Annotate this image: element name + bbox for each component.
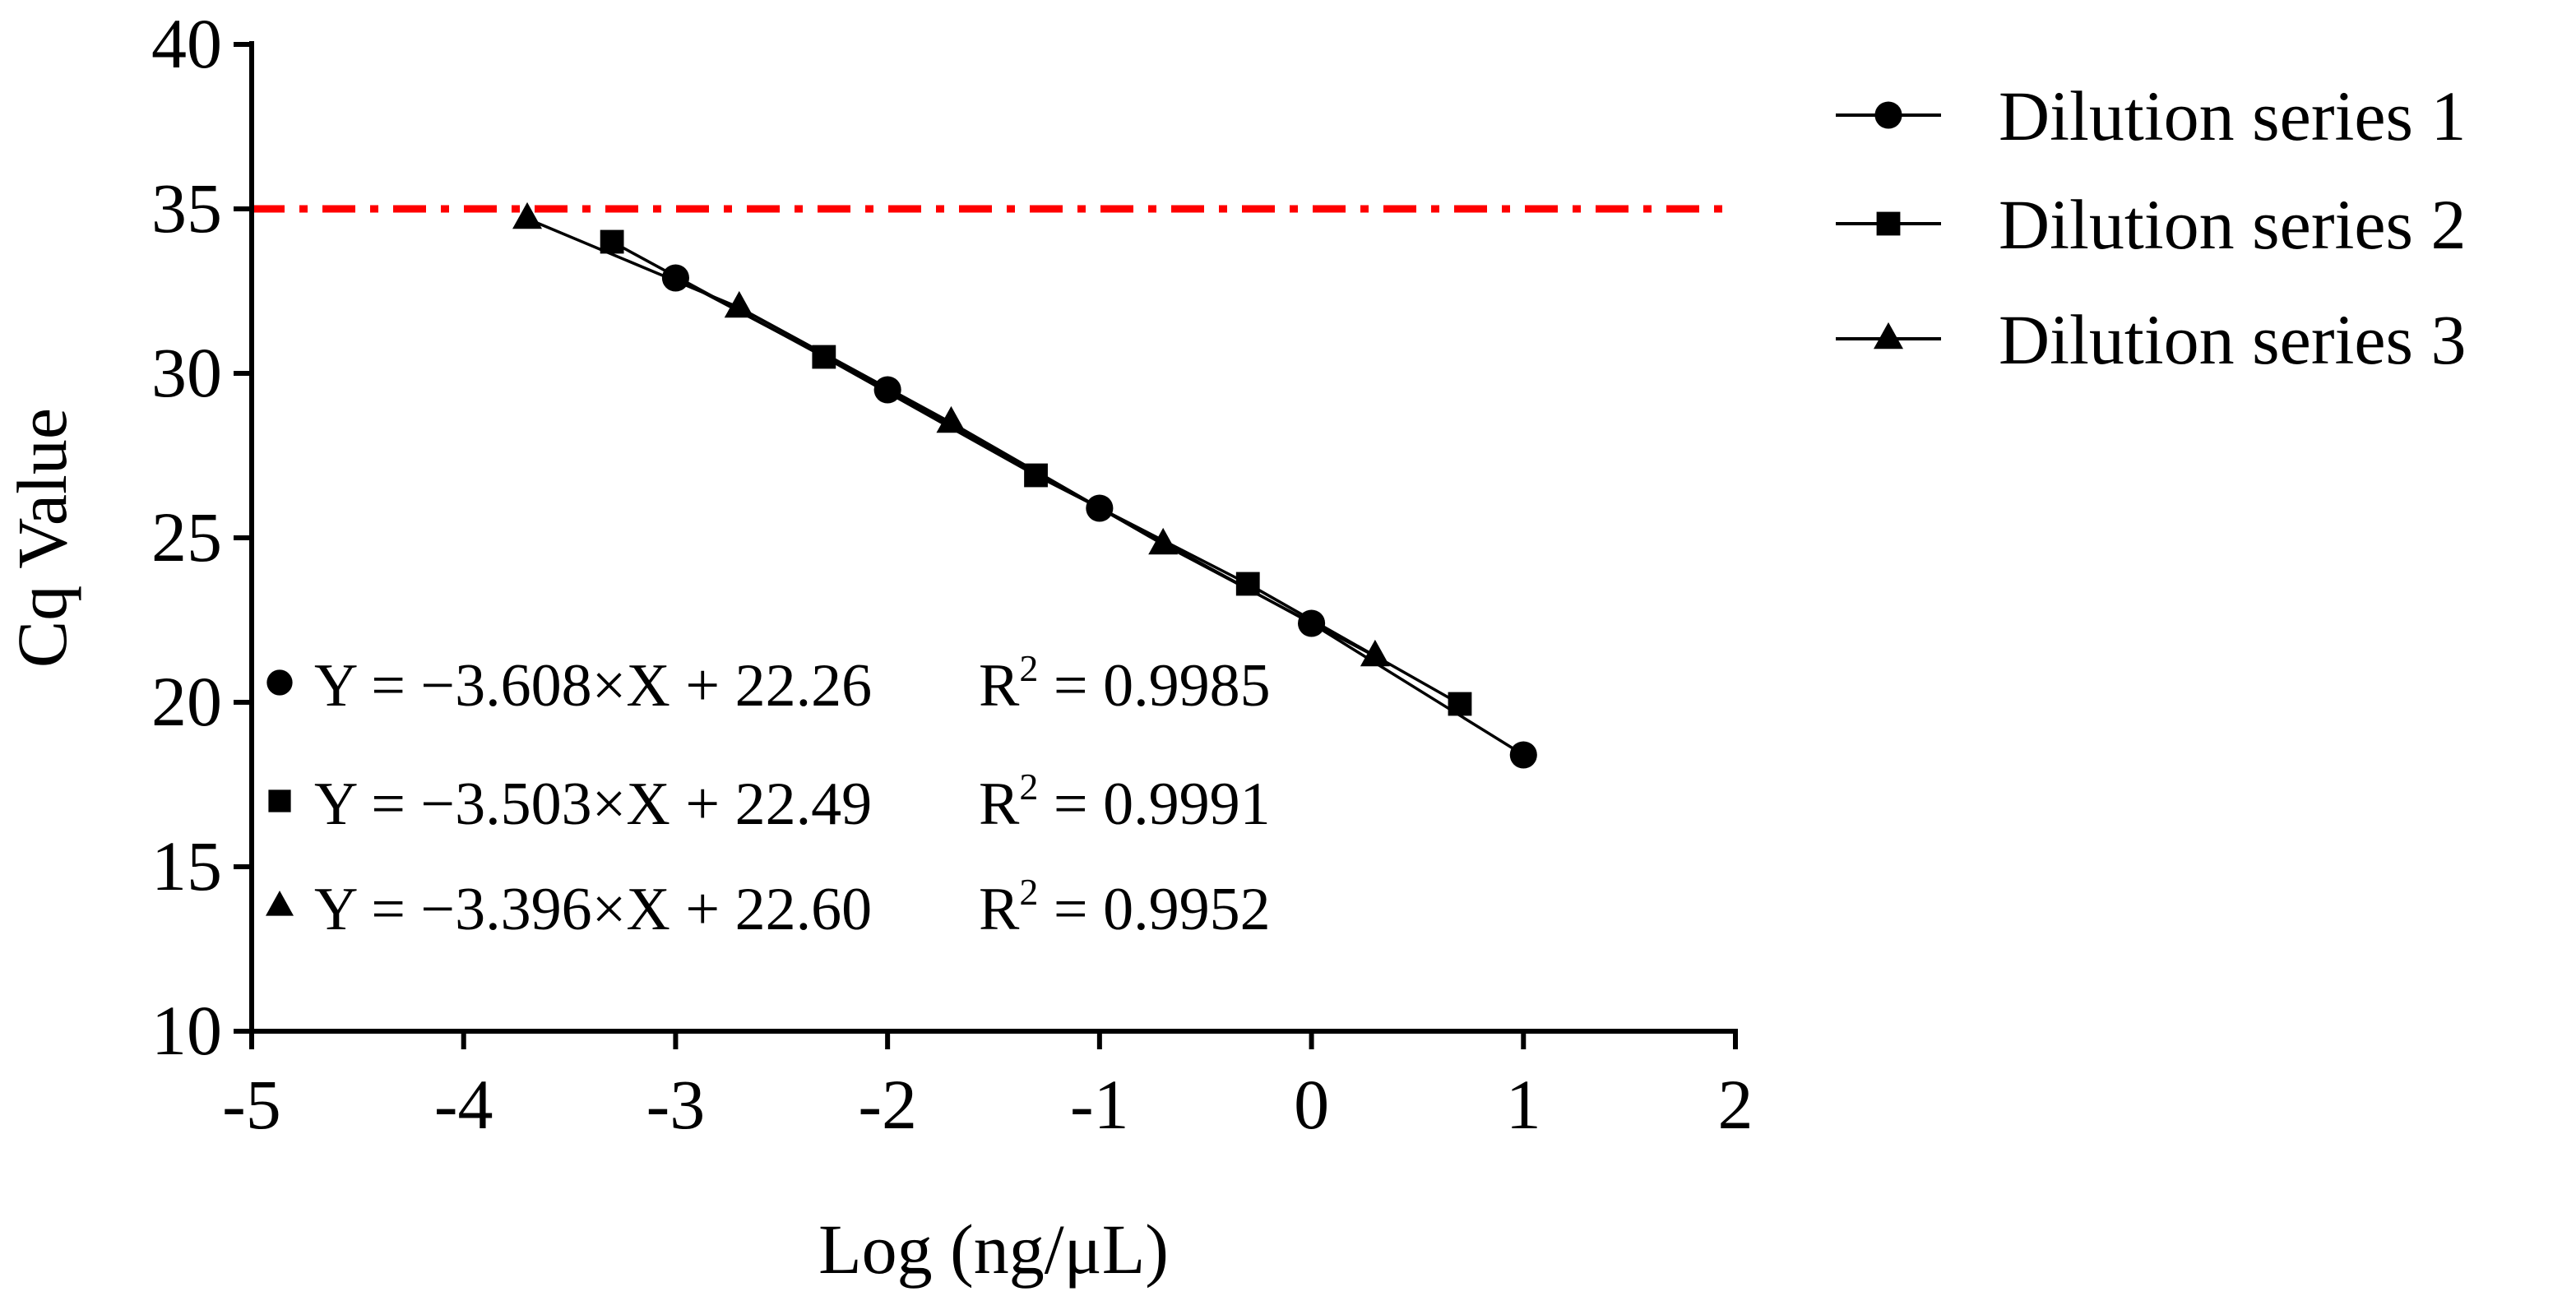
equations-layer: Y = −3.608×X + 22.26 R2 = 0.9985 Y = −3.50… [266, 647, 1271, 943]
legend-2-label: Dilution series 2 [1999, 185, 2467, 264]
y-axis-title: Cq Value [2, 408, 81, 668]
x-tick-label: -5 [222, 1065, 281, 1144]
series-3-point [1148, 527, 1179, 555]
y-tick-label: 30 [151, 333, 222, 412]
legend-layer: Dilution series 1 Dilution series 2 Diluti… [1836, 76, 2467, 379]
series-layer [512, 201, 1537, 769]
axes-layer: -5 -4 -3 -2 -1 0 1 2 10 15 20 25 30 35 40 [151, 4, 1754, 1144]
series-3-point [512, 201, 543, 229]
legend-1-label: Dilution series 1 [1999, 76, 2467, 155]
y-tick-label: 40 [151, 4, 222, 83]
series-3-point [936, 405, 966, 433]
equation-3-text: Y = −3.396×X + 22.60 R2 = 0.9952 [314, 871, 1271, 943]
series-3-line [526, 217, 1376, 658]
series-3-point [724, 290, 754, 318]
y-tick-label: 25 [151, 498, 222, 576]
x-tick-label: -3 [646, 1065, 706, 1144]
x-axis-title: Log (ng/μL) [818, 1210, 1169, 1289]
y-tick-label: 20 [151, 662, 222, 741]
y-tick-label: 35 [151, 169, 222, 248]
equation-1-marker [266, 669, 293, 696]
series-3 [512, 201, 1390, 667]
legend-3-label: Dilution series 3 [1999, 300, 2467, 379]
series-1-point [1509, 741, 1537, 769]
x-tick-label: 1 [1506, 1065, 1541, 1144]
equation-2-text: Y = −3.503×X + 22.49 R2 = 0.9991 [314, 766, 1271, 838]
x-tick-label: 2 [1718, 1065, 1754, 1144]
series-2-point [1448, 692, 1472, 716]
legend-1-marker [1874, 101, 1902, 129]
x-tick-label: -4 [434, 1065, 493, 1144]
x-tick-label: -2 [858, 1065, 917, 1144]
legend-2-marker [1876, 211, 1901, 236]
equation-1-text: Y = −3.608×X + 22.26 R2 = 0.9985 [314, 647, 1271, 720]
y-tick-label: 10 [151, 991, 222, 1070]
y-tick-label: 15 [151, 826, 222, 905]
x-tick-label: -1 [1070, 1065, 1129, 1144]
legend-3-marker [1874, 322, 1903, 349]
equation-3-marker [266, 891, 294, 916]
series-3-point [1360, 639, 1390, 667]
x-tick-label: 0 [1294, 1065, 1329, 1144]
equation-2-marker [268, 789, 291, 812]
